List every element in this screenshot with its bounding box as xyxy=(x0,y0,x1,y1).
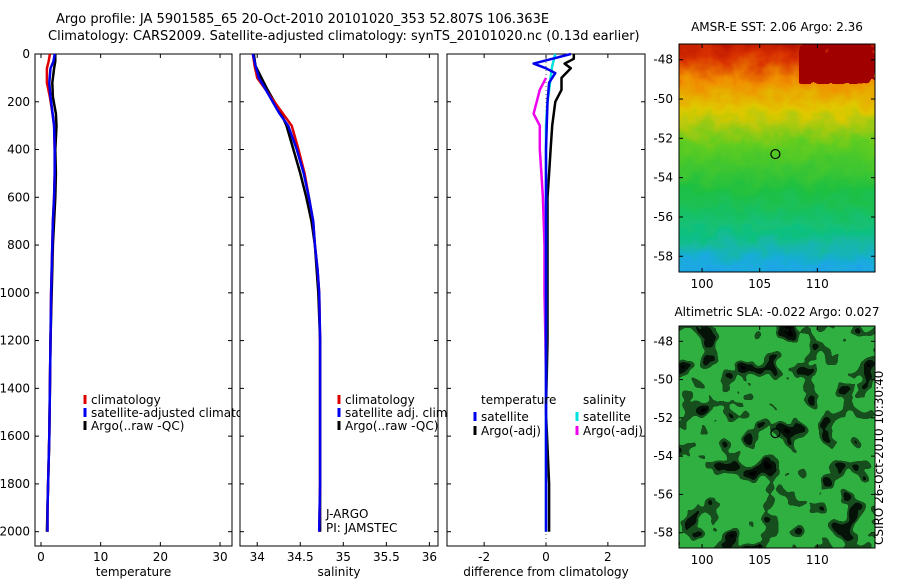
plot-title-line1: Argo profile: JA 5901585_65 20-Oct-2010 … xyxy=(56,12,550,27)
legend-group-temperature: temperature xyxy=(481,393,556,407)
x-axis-label: temperature xyxy=(96,565,171,579)
argo-position-marker xyxy=(770,428,781,439)
plot-title-line2: Climatology: CARS2009. Satellite-adjuste… xyxy=(48,29,640,44)
map-frame xyxy=(678,325,876,549)
map-x-tick-label: 105 xyxy=(748,277,771,291)
x-tick-label: 20 xyxy=(153,550,168,564)
y-tick-label: 800 xyxy=(7,238,30,252)
map-y-tick-label: -58 xyxy=(653,526,673,540)
map-y-tick-label: -54 xyxy=(653,449,673,463)
y-tick-label: 1000 xyxy=(0,286,30,300)
legend-group-salinity: salinity xyxy=(583,393,626,407)
x-axis-label: salinity xyxy=(317,565,360,579)
map-y-tick-label: -52 xyxy=(653,131,673,145)
y-tick-label: 1400 xyxy=(0,381,30,395)
legend-label: climatology xyxy=(345,393,415,407)
x-tick-label: 35 xyxy=(336,550,351,564)
sst-warm-patch xyxy=(799,44,875,84)
map-frame xyxy=(678,43,876,273)
series-line-satellite-adjusted-climatology xyxy=(46,53,56,532)
map-x-tick-label: 100 xyxy=(691,277,714,291)
panel-frame xyxy=(34,53,233,547)
y-tick-label: 1600 xyxy=(0,429,30,443)
legend-label: satellite xyxy=(481,410,529,424)
x-tick-label: 30 xyxy=(212,550,227,564)
map-panel-2: Altimetric SLA: -0.022 Argo: 0.027 -48 -50… xyxy=(653,305,879,567)
profile-panel-2: 34 34.5 35 35.5 36 salinity climatologysatelli… xyxy=(239,53,451,579)
y-tick-label: 600 xyxy=(7,190,30,204)
map-y-tick-label: -48 xyxy=(653,334,673,348)
x-tick-label: 35.5 xyxy=(373,550,400,564)
map-y-tick-label: -50 xyxy=(653,373,673,387)
y-tick-label: 2000 xyxy=(0,525,30,539)
argo-position-marker xyxy=(770,148,781,160)
map-x-tick-label: 110 xyxy=(806,277,829,291)
legend-label: climatology xyxy=(91,393,161,407)
map-y-tick-label: -56 xyxy=(653,210,673,224)
series-line-temperature-satellite xyxy=(532,52,572,532)
legend-label: satellite-adjusted climatology xyxy=(91,406,269,420)
y-tick-label: 1800 xyxy=(0,477,30,491)
legend-label: Argo(-adj) xyxy=(481,424,541,438)
map-y-tick-label: -54 xyxy=(653,171,673,185)
x-tick-label: 10 xyxy=(93,550,108,564)
sst-field xyxy=(679,44,875,272)
legend-label: Argo(-adj) xyxy=(583,424,643,438)
map-y-tick-label: -56 xyxy=(653,487,673,501)
y-tick-label: 200 xyxy=(7,95,30,109)
y-tick-label: 1200 xyxy=(0,334,30,348)
map-y-tick-label: -48 xyxy=(653,53,673,67)
legend-label: Argo(..raw -QC) xyxy=(345,419,438,433)
x-axis-label: difference from climatology xyxy=(463,565,629,579)
x-tick-label: -2 xyxy=(478,550,490,564)
map-x-tick-label: 105 xyxy=(748,553,771,567)
map-title: Altimetric SLA: -0.022 Argo: 0.027 xyxy=(674,305,879,319)
profile-panel-1: 0 200 400 600 800 1000 1200 1400 1600 1800 2000 0 10… xyxy=(0,47,269,579)
map-y-tick-label: -58 xyxy=(653,249,673,263)
x-tick-label: 0 xyxy=(37,550,45,564)
annotation-label: J-ARGO xyxy=(325,507,368,521)
x-tick-label: 2 xyxy=(604,550,612,564)
x-tick-label: 36 xyxy=(422,550,437,564)
series-line-satellite-adj-clim- xyxy=(251,53,322,532)
y-tick-label: 0 xyxy=(22,47,30,61)
map-title: AMSR-E SST: 2.06 Argo: 2.36 xyxy=(691,20,863,34)
x-tick-label: 0 xyxy=(542,550,550,564)
legend-label: satellite xyxy=(583,410,631,424)
map-x-tick-label: 110 xyxy=(806,553,829,567)
legend-label: satellite adj. clim. xyxy=(345,406,451,420)
map-y-tick-label: -52 xyxy=(653,411,673,425)
panel-frame xyxy=(239,53,439,547)
annotation-label: PI: JAMSTEC xyxy=(326,521,397,535)
x-tick-label: 34.5 xyxy=(287,550,314,564)
y-tick-label: 400 xyxy=(7,143,30,157)
legend-label: Argo(..raw -QC) xyxy=(91,419,184,433)
map-panel-1: AMSR-E SST: 2.06 Argo: 2.36 -48 -50 -52 -54 -… xyxy=(653,20,876,291)
map-x-tick-label: 100 xyxy=(691,553,714,567)
map-y-tick-label: -50 xyxy=(653,92,673,106)
x-tick-label: 34 xyxy=(250,550,265,564)
